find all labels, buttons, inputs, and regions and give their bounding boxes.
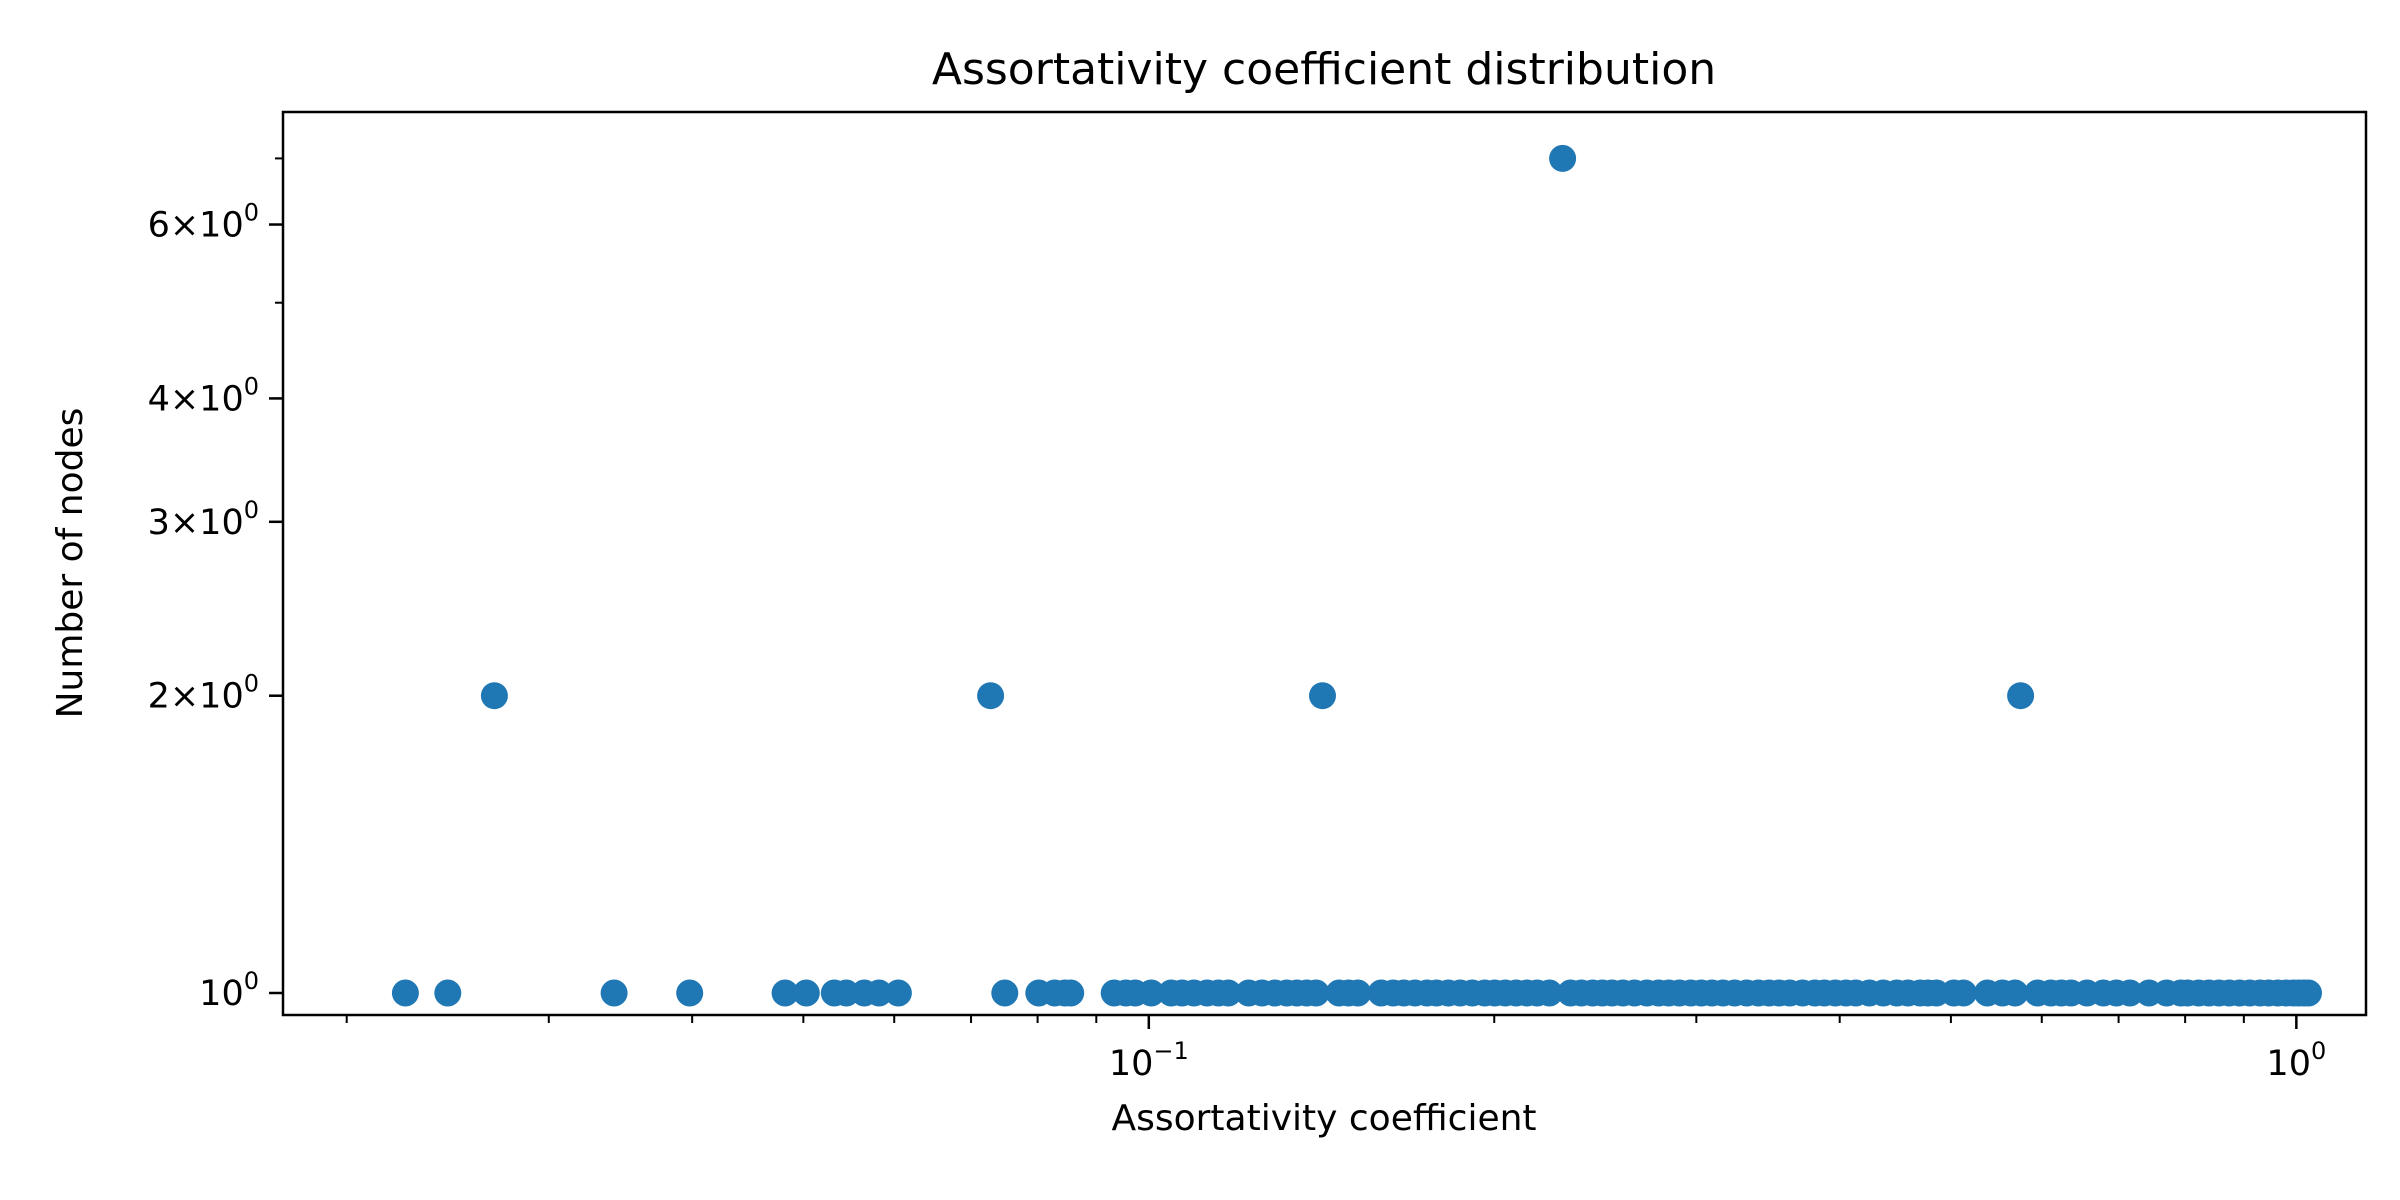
- y-tick-label-0: 2×100: [148, 670, 259, 717]
- y-tick-label-4: 100: [199, 967, 259, 1014]
- y-tick-label-1: 3×100: [148, 496, 259, 543]
- data-point-94: [2001, 979, 2029, 1007]
- data-point-1: [480, 682, 508, 710]
- data-point-17: [1057, 979, 1085, 1007]
- y-axis-label: Number of nodes: [50, 408, 91, 719]
- data-point-95: [2007, 682, 2035, 710]
- x-tick-label-1: 100: [2266, 1037, 2326, 1084]
- data-point-0: [391, 979, 419, 1007]
- data-point-121: [2295, 979, 2322, 1007]
- data-point-2: [434, 979, 462, 1007]
- data-point-55: [1549, 144, 1577, 172]
- data-point-13: [991, 979, 1019, 1007]
- data-point-91: [1950, 979, 1977, 1007]
- x-axis-label: Assortativity coefficient: [1111, 1098, 1536, 1139]
- data-point-4: [676, 979, 704, 1007]
- plot-frame: [281, 110, 2368, 1017]
- data-point-38: [1344, 979, 1372, 1007]
- points-layer: [391, 144, 2322, 1007]
- data-point-3: [600, 979, 628, 1007]
- data-point-54: [1535, 979, 1563, 1007]
- ticks-layer: 10−1 100 2×100 3×100 4×100 6×100 100: [148, 157, 2326, 1084]
- data-point-21: [1137, 979, 1165, 1007]
- chart-title: Assortativity coefficient distribution: [932, 44, 1716, 95]
- data-point-27: [1214, 979, 1242, 1007]
- y-tick-label-2: 4×100: [148, 372, 259, 419]
- data-point-34: [1302, 979, 1330, 1007]
- data-point-103: [2116, 979, 2144, 1007]
- data-point-11: [884, 979, 912, 1007]
- data-point-6: [792, 979, 820, 1007]
- data-point-12: [977, 682, 1005, 710]
- y-tick-label-3: 6×100: [148, 199, 259, 246]
- data-point-10: [865, 979, 893, 1007]
- x-tick-label-0: 10−1: [1109, 1037, 1189, 1084]
- data-point-5: [771, 979, 799, 1007]
- data-point-35: [1309, 682, 1336, 710]
